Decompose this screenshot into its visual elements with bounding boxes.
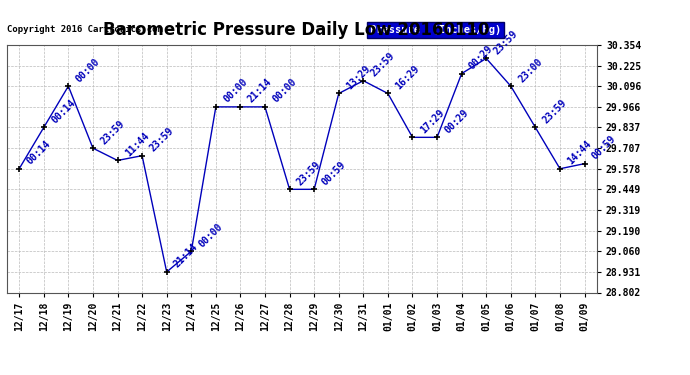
Text: 00:29: 00:29 — [467, 44, 495, 71]
Text: 23:00: 23:00 — [516, 56, 544, 84]
Text: 17:29: 17:29 — [418, 107, 446, 135]
Text: 00:29: 00:29 — [442, 107, 471, 135]
Text: 00:00: 00:00 — [74, 56, 101, 84]
Text: 13:29: 13:29 — [344, 63, 372, 92]
Text: 23:59: 23:59 — [295, 159, 323, 187]
Text: Pressure  (Inches/Hg): Pressure (Inches/Hg) — [370, 25, 501, 35]
Text: 21:14: 21:14 — [246, 77, 274, 105]
Text: 23:59: 23:59 — [148, 126, 175, 153]
Text: 00:00: 00:00 — [221, 77, 249, 105]
Text: 00:14: 00:14 — [25, 139, 52, 166]
Text: 16:29: 16:29 — [393, 63, 422, 92]
Text: 00:14: 00:14 — [49, 98, 77, 125]
Text: Barometric Pressure Daily Low 20160110: Barometric Pressure Daily Low 20160110 — [104, 21, 490, 39]
Text: 21:14: 21:14 — [172, 242, 200, 270]
Text: 23:59: 23:59 — [541, 98, 569, 125]
Text: 00:00: 00:00 — [197, 221, 225, 249]
Text: 00:00: 00:00 — [270, 77, 298, 105]
Text: 23:59: 23:59 — [492, 28, 520, 56]
Text: 23:59: 23:59 — [99, 118, 126, 146]
Text: 00:59: 00:59 — [590, 134, 618, 162]
Text: Copyright 2016 Cartronics.com: Copyright 2016 Cartronics.com — [7, 25, 163, 34]
Text: 00:59: 00:59 — [319, 159, 348, 187]
Text: 23:59: 23:59 — [369, 51, 397, 78]
Text: 11:44: 11:44 — [123, 130, 151, 158]
Text: 14:44: 14:44 — [566, 139, 593, 166]
